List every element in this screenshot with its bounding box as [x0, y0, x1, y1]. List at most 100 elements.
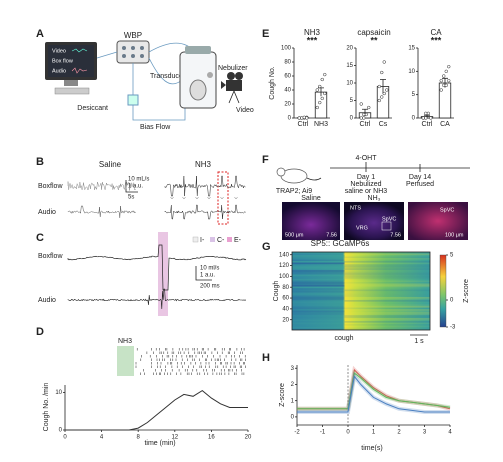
- heatmap-row: [292, 273, 345, 275]
- panel-label: G: [262, 241, 271, 253]
- heatmap-row: [344, 324, 430, 326]
- cough-highlight: [158, 232, 168, 316]
- keyboard: [54, 87, 90, 95]
- y-tick-label: 20: [346, 46, 353, 52]
- x-tick-label: -1: [320, 430, 326, 436]
- heatmap-row: [344, 256, 430, 259]
- heatmap-row: [344, 313, 430, 316]
- camera-reel: [227, 72, 235, 80]
- heatmap-row: [292, 277, 345, 280]
- x-tick-label: 3: [423, 430, 427, 436]
- heatmap-row: [344, 267, 430, 269]
- x-axis-label: cough: [334, 335, 353, 342]
- line: [297, 372, 451, 410]
- x-tick-label: 4: [448, 430, 452, 436]
- boxflow-trace: [67, 244, 247, 291]
- cough-marker: [220, 196, 224, 200]
- heatmap-row: [292, 289, 345, 292]
- heatmap-row: [292, 301, 345, 304]
- y-tick-label: 10: [408, 69, 415, 75]
- panel-label: D: [36, 326, 44, 338]
- legend-label: C-: [217, 237, 225, 244]
- heatmap-row: [344, 276, 430, 278]
- x-tick-label: 16: [208, 435, 215, 441]
- heatmap-row: [292, 268, 345, 271]
- heatmap-row: [344, 252, 430, 254]
- heatmap-row: [344, 318, 430, 320]
- heatmap-row: [292, 300, 345, 302]
- schematic: Video Box flow Audio WBP Desiccant Trans…: [45, 31, 254, 131]
- heatmap-row: [344, 258, 430, 260]
- data-point: [382, 60, 386, 64]
- heatmap-row: [344, 255, 430, 257]
- heatmap-row: [292, 283, 345, 286]
- x-tick-label: 12: [171, 435, 178, 441]
- zoom-box: [381, 221, 392, 231]
- heatmap-row: [344, 268, 430, 271]
- heatmap-row: [344, 261, 430, 263]
- data-point: [444, 69, 448, 73]
- heatmap-row: [292, 304, 345, 307]
- panel-label: B: [36, 156, 44, 168]
- data-point: [421, 116, 425, 120]
- heatmap-row: [344, 303, 430, 305]
- significance: ***: [307, 35, 318, 45]
- heatmap-row: [292, 280, 345, 283]
- chart-title: NH3: [304, 28, 321, 37]
- image-number: 7.56: [390, 232, 401, 238]
- heatmap-row: [344, 294, 430, 296]
- heatmap-row: [292, 255, 345, 257]
- y-tick-label: 15: [346, 63, 353, 69]
- row-label: Audio: [38, 209, 56, 216]
- x-tick-label: 0: [346, 430, 350, 436]
- y-tick-label: 10: [55, 390, 62, 396]
- heatmap-row: [292, 294, 345, 296]
- region-label: SpVC: [440, 207, 454, 213]
- signal-trace: [67, 288, 247, 310]
- condition-label: Saline: [99, 160, 122, 169]
- wbp-knobs: [122, 46, 144, 58]
- legend-swatch: [210, 237, 215, 242]
- y-tick-label: 120: [279, 263, 290, 269]
- chart-title: CA: [430, 28, 442, 37]
- image-scale: 100 μm: [445, 232, 464, 238]
- y-tick-label: 60: [284, 74, 291, 80]
- heatmap-row: [344, 304, 430, 307]
- heatmap-row: [292, 313, 345, 316]
- heatmap-row: [292, 310, 345, 313]
- data-point: [439, 79, 443, 83]
- significance: ***: [431, 35, 442, 45]
- heatmap-row: [344, 302, 430, 304]
- y-tick-label: 0: [288, 116, 292, 122]
- y-tick-label: 0: [350, 116, 354, 122]
- heatmap-row: [344, 306, 430, 308]
- y-tick-label: 2: [291, 382, 295, 388]
- heatmap-row: [344, 322, 430, 325]
- y-axis-label: Cough No. /min: [43, 383, 50, 432]
- data-point: [315, 88, 319, 92]
- signal-trace: [67, 205, 137, 219]
- scale-label: 10 ml/s: [200, 266, 219, 272]
- mouse: [189, 79, 207, 101]
- desiccant-label: Desiccant: [77, 105, 108, 112]
- heatmap-row: [344, 264, 430, 266]
- data-point: [320, 96, 324, 101]
- legend-label: I-: [200, 237, 205, 244]
- data-point: [318, 100, 322, 105]
- x-tick-label: NH3: [314, 121, 328, 128]
- heatmap-row: [292, 315, 345, 317]
- x-tick-label: Ctrl: [298, 121, 309, 128]
- heatmap-row: [292, 261, 345, 263]
- tripod: [228, 90, 240, 104]
- heatmap-row: [292, 306, 345, 308]
- camera-label: Video: [236, 107, 254, 114]
- x-axis-label: time (min): [144, 440, 175, 447]
- heatmap-row: [344, 289, 430, 292]
- wbp-box: [116, 40, 150, 64]
- screen-trace: [71, 48, 88, 53]
- screen-trace: [71, 67, 88, 74]
- monitor-label: Audio: [52, 68, 66, 74]
- colorbar: [439, 254, 447, 328]
- chart-title: capsaicin: [357, 28, 390, 37]
